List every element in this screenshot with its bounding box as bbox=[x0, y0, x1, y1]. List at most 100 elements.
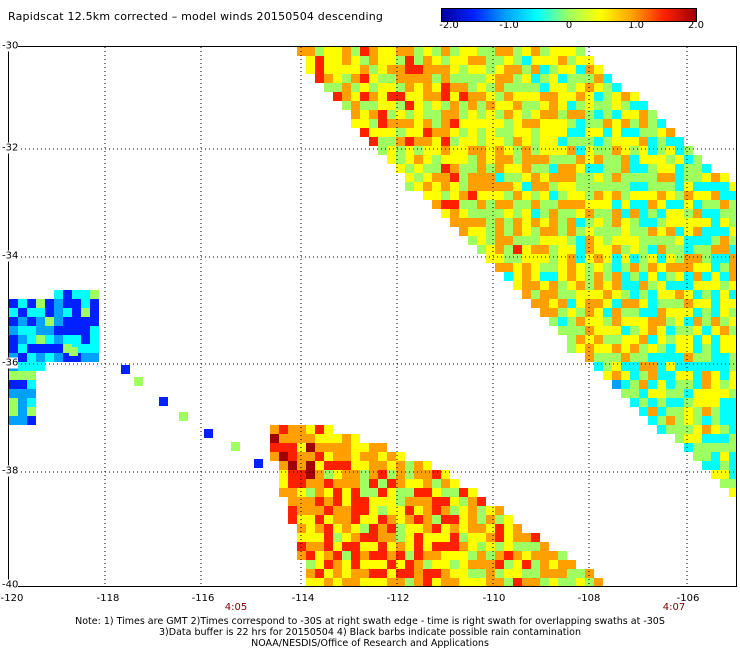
wind-difference-cell bbox=[621, 101, 630, 110]
wind-difference-cell bbox=[567, 560, 576, 569]
wind-difference-cell bbox=[720, 479, 729, 488]
wind-difference-cell bbox=[657, 299, 666, 308]
wind-difference-cell bbox=[522, 227, 531, 236]
wind-difference-cell bbox=[378, 128, 387, 137]
wind-difference-cell bbox=[450, 155, 459, 164]
wind-difference-cell bbox=[522, 155, 531, 164]
wind-difference-cell bbox=[594, 92, 603, 101]
wind-difference-cell bbox=[639, 362, 648, 371]
wind-difference-cell bbox=[711, 398, 720, 407]
wind-difference-cell bbox=[522, 218, 531, 227]
wind-difference-cell bbox=[666, 353, 675, 362]
wind-difference-cell bbox=[387, 506, 396, 515]
wind-difference-cell bbox=[540, 164, 549, 173]
wind-difference-cell bbox=[648, 155, 657, 164]
wind-difference-cell bbox=[702, 218, 711, 227]
wind-difference-cell bbox=[468, 182, 477, 191]
wind-difference-cell bbox=[720, 191, 729, 200]
wind-difference-cell bbox=[495, 191, 504, 200]
wind-difference-cell bbox=[495, 254, 504, 263]
wind-difference-cell bbox=[351, 551, 360, 560]
wind-difference-cell bbox=[630, 119, 639, 128]
wind-difference-cell bbox=[702, 263, 711, 272]
wind-difference-cell bbox=[666, 389, 675, 398]
wind-difference-cell bbox=[432, 191, 441, 200]
wind-difference-cell bbox=[513, 569, 522, 578]
wind-difference-cell bbox=[720, 416, 729, 425]
wind-difference-cell bbox=[729, 371, 736, 380]
wind-difference-cell bbox=[630, 335, 639, 344]
wind-difference-cell bbox=[675, 389, 684, 398]
wind-difference-cell bbox=[450, 560, 459, 569]
wind-difference-cell bbox=[648, 137, 657, 146]
wind-difference-cell bbox=[486, 578, 495, 586]
wind-difference-cell bbox=[288, 443, 297, 452]
wind-difference-cell bbox=[540, 254, 549, 263]
wind-difference-cell bbox=[666, 263, 675, 272]
wind-difference-cell bbox=[324, 542, 333, 551]
wind-difference-cell bbox=[441, 506, 450, 515]
wind-difference-cell bbox=[711, 290, 720, 299]
wind-difference-cell bbox=[324, 560, 333, 569]
wind-difference-cell bbox=[594, 353, 603, 362]
wind-difference-cell bbox=[36, 326, 45, 335]
wind-difference-cell bbox=[387, 128, 396, 137]
footnote-line-2: 3)Data buffer is 22 hrs for 20150504 4) … bbox=[159, 627, 581, 638]
wind-difference-cell bbox=[9, 407, 18, 416]
wind-difference-cell bbox=[441, 74, 450, 83]
wind-difference-cell bbox=[693, 416, 702, 425]
wind-difference-cell bbox=[657, 371, 666, 380]
wind-difference-cell bbox=[351, 92, 360, 101]
wind-difference-cell bbox=[639, 326, 648, 335]
wind-difference-cell bbox=[504, 110, 513, 119]
wind-difference-cell bbox=[576, 227, 585, 236]
wind-difference-cell bbox=[612, 281, 621, 290]
wind-difference-cell bbox=[558, 47, 567, 56]
wind-difference-cell bbox=[702, 407, 711, 416]
wind-difference-cell bbox=[693, 353, 702, 362]
wind-difference-cell bbox=[675, 398, 684, 407]
wind-difference-cell bbox=[405, 164, 414, 173]
wind-difference-cell bbox=[558, 560, 567, 569]
wind-difference-cell bbox=[423, 56, 432, 65]
wind-difference-cell bbox=[423, 74, 432, 83]
wind-difference-cell bbox=[639, 389, 648, 398]
wind-difference-cell bbox=[684, 326, 693, 335]
wind-difference-cell bbox=[369, 569, 378, 578]
wind-difference-cell bbox=[594, 65, 603, 74]
wind-difference-cell bbox=[594, 263, 603, 272]
wind-difference-cell bbox=[567, 308, 576, 317]
wind-difference-cell bbox=[468, 524, 477, 533]
wind-difference-cell bbox=[576, 74, 585, 83]
wind-difference-cell bbox=[693, 272, 702, 281]
wind-difference-cell bbox=[432, 56, 441, 65]
wind-difference-cell bbox=[288, 488, 297, 497]
wind-difference-cell bbox=[423, 497, 432, 506]
wind-difference-cell bbox=[567, 263, 576, 272]
wind-difference-cell bbox=[711, 443, 720, 452]
wind-difference-cell bbox=[396, 542, 405, 551]
wind-difference-cell bbox=[657, 353, 666, 362]
wind-difference-cell bbox=[351, 119, 360, 128]
wind-difference-cell bbox=[693, 281, 702, 290]
wind-difference-cell bbox=[387, 560, 396, 569]
wind-difference-cell bbox=[630, 245, 639, 254]
wind-difference-cell bbox=[279, 443, 288, 452]
wind-difference-cell bbox=[72, 326, 81, 335]
wind-difference-cell bbox=[279, 488, 288, 497]
wind-difference-cell bbox=[720, 407, 729, 416]
wind-difference-cell bbox=[342, 497, 351, 506]
wind-difference-cell bbox=[522, 173, 531, 182]
wind-difference-cell bbox=[729, 245, 736, 254]
wind-difference-cell bbox=[549, 173, 558, 182]
wind-difference-cell bbox=[531, 128, 540, 137]
wind-difference-cell bbox=[513, 191, 522, 200]
wind-difference-cell bbox=[9, 371, 18, 380]
wind-difference-cell bbox=[477, 101, 486, 110]
wind-difference-cell bbox=[324, 434, 333, 443]
wind-difference-cell bbox=[387, 542, 396, 551]
wind-difference-cell bbox=[702, 344, 711, 353]
wind-difference-cell bbox=[585, 65, 594, 74]
wind-difference-cell bbox=[684, 245, 693, 254]
wind-difference-cell bbox=[666, 254, 675, 263]
